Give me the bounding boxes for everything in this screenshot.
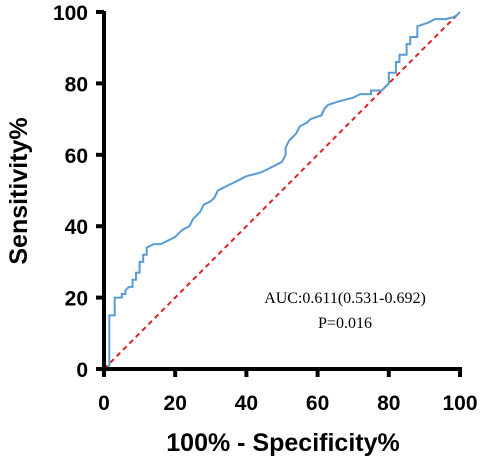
y-tick-label: 80: [65, 73, 88, 96]
reference-diagonal-line: [103, 11, 461, 370]
auc-annotation: AUC:0.611(0.531-0.692): [264, 290, 426, 307]
roc-curve-line: [104, 11, 461, 370]
x-axis-title: 100% - Specificity%: [166, 429, 399, 457]
y-axis-ticks: 0 20 40 60 80 100: [53, 2, 104, 382]
x-axis-ticks: 0 20 40 60 80 100: [98, 369, 478, 415]
y-tick-label: 20: [65, 288, 88, 311]
x-tick-label: 20: [164, 392, 187, 415]
x-tick-label: 0: [98, 392, 110, 415]
plot-area: [103, 11, 461, 370]
x-tick-label: 80: [377, 392, 400, 415]
x-tick-label: 60: [306, 392, 329, 415]
y-axis-title: Sensitivity%: [5, 117, 33, 264]
y-tick-label: 0: [76, 359, 88, 382]
y-tick-label: 40: [65, 216, 88, 239]
y-tick-label: 60: [65, 145, 88, 168]
p-value-annotation: P=0.016: [318, 315, 372, 332]
y-tick-label: 100: [53, 2, 88, 25]
x-tick-label: 100: [442, 392, 477, 415]
x-tick-label: 40: [235, 392, 258, 415]
